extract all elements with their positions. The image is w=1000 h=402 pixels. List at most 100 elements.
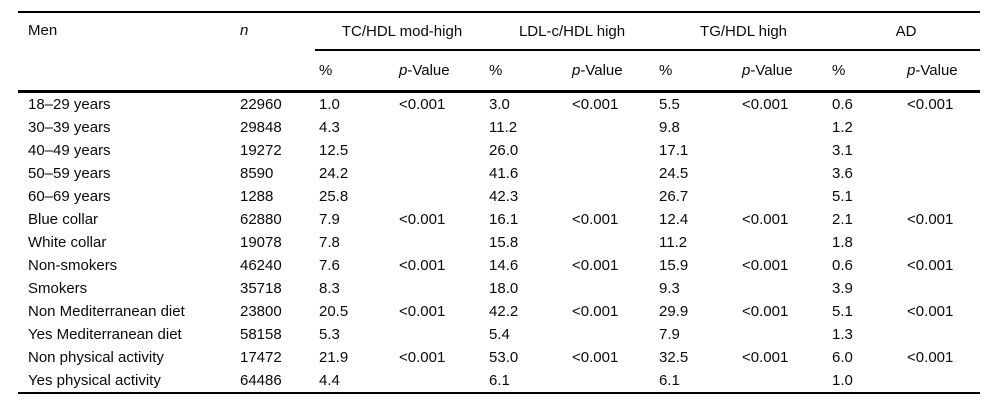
n-value: 62880 <box>240 211 282 228</box>
n-value: 17472 <box>240 349 282 366</box>
ldl-hdl-pct-value: 42.2 <box>489 303 519 320</box>
tg-hdl-pct-value: 5.5 <box>659 96 680 113</box>
ldl-hdl-p-value: <0.001 <box>572 211 619 228</box>
table-row: Yes Mediterranean diet 58158 5.3 5.4 7.9… <box>18 323 980 346</box>
ldl-hdl-p-value <box>568 323 655 346</box>
subheader-pct-tc: % <box>315 50 395 93</box>
tg-hdl-pct-value: 9.8 <box>659 119 680 136</box>
table-row: Blue collar 62880 7.9 <0.001 16.1 <0.001… <box>18 208 980 231</box>
n-value: 58158 <box>240 326 282 343</box>
group-header-ad: AD <box>828 11 981 51</box>
table-row: 40–49 years 19272 12.5 26.0 17.1 3.1 <box>18 139 980 162</box>
tc-hdl-pct-value: 1.0 <box>319 96 340 113</box>
p-rest: -Value <box>407 62 450 79</box>
tc-hdl-pct-value: 24.2 <box>319 165 349 182</box>
lipid-ratio-prevalence-table: Men n TC/HDL mod-high LDL-c/HDL high TG/… <box>18 11 981 394</box>
tg-hdl-pct-value: 26.7 <box>659 188 689 205</box>
tg-hdl-p-value <box>738 185 828 208</box>
ldl-hdl-p-value: <0.001 <box>572 257 619 274</box>
group-header-tc-hdl: TC/HDL mod-high <box>315 11 486 51</box>
ad-p-value: <0.001 <box>907 303 954 320</box>
ad-pct-value: 1.0 <box>828 369 904 394</box>
ldl-hdl-pct-value: 16.1 <box>489 211 519 228</box>
ldl-hdl-p-value <box>568 369 656 394</box>
subheader-pct-tg: % <box>655 50 739 93</box>
ad-p-value <box>903 277 980 300</box>
tc-hdl-p-value <box>395 277 485 300</box>
ad-p-value: <0.001 <box>907 96 954 113</box>
tg-hdl-p-value <box>738 139 828 162</box>
tc-hdl-p-value: <0.001 <box>399 257 446 274</box>
column-header-n: n <box>235 11 315 93</box>
subheader-pct-ldl: % <box>485 50 569 93</box>
n-value: 23800 <box>240 303 282 320</box>
tc-hdl-p-value <box>395 185 485 208</box>
tc-hdl-pct-value: 25.8 <box>319 188 349 205</box>
n-value: 64486 <box>235 369 315 394</box>
tg-hdl-p-value: <0.001 <box>742 96 789 113</box>
ldl-hdl-p-value <box>568 162 655 185</box>
ldl-hdl-p-value: <0.001 <box>572 303 619 320</box>
table-row: White collar 19078 7.8 15.8 11.2 1.8 <box>18 231 980 254</box>
row-label: Blue collar <box>28 211 99 228</box>
header-row-groups: Men n TC/HDL mod-high LDL-c/HDL high TG/… <box>18 11 981 93</box>
tg-hdl-p-value <box>738 231 828 254</box>
table-row: Non physical activity 17472 21.9 <0.001 … <box>18 346 980 369</box>
ldl-hdl-pct-value: 18.0 <box>489 280 519 297</box>
ad-pct-value: 5.1 <box>832 303 853 320</box>
ad-pct-value: 3.1 <box>832 142 853 159</box>
p-italic: p <box>742 62 751 79</box>
ldl-hdl-pct-value: 11.2 <box>489 119 518 136</box>
p-italic: p <box>907 62 916 79</box>
tg-hdl-pct-value: 11.2 <box>659 234 688 251</box>
tg-hdl-pct-value: 7.9 <box>659 326 680 343</box>
p-rest: -Value <box>915 62 958 79</box>
tc-hdl-p-value: <0.001 <box>399 303 446 320</box>
tc-hdl-pct-value: 4.3 <box>319 119 340 136</box>
ldl-hdl-pct-value: 41.6 <box>489 165 519 182</box>
tc-hdl-pct-value: 7.6 <box>319 257 340 274</box>
tg-hdl-pct-value: 29.9 <box>659 303 689 320</box>
tc-hdl-pct-value: 12.5 <box>319 142 349 159</box>
tg-hdl-p-value: <0.001 <box>742 211 789 228</box>
subheader-pvalue-ad: p-Value <box>903 50 981 93</box>
n-value: 19272 <box>240 142 282 159</box>
ad-p-value: <0.001 <box>907 257 954 274</box>
ldl-hdl-p-value <box>568 185 655 208</box>
row-label: Yes physical activity <box>18 369 235 394</box>
tc-hdl-p-value <box>395 369 486 394</box>
tg-hdl-p-value <box>738 116 828 139</box>
table-row: 50–59 years 8590 24.2 41.6 24.5 3.6 <box>18 162 980 185</box>
tc-hdl-pct-value: 20.5 <box>319 303 349 320</box>
row-label: 50–59 years <box>28 165 111 182</box>
header-row-subcolumns: % p-Value % p-Value % p-Value % p-Value <box>18 50 981 93</box>
tg-hdl-p-value: <0.001 <box>742 349 789 366</box>
tg-hdl-pct-value: 24.5 <box>659 165 689 182</box>
row-label: 18–29 years <box>28 96 111 113</box>
group-header-ldl-hdl: LDL-c/HDL high <box>485 11 656 51</box>
ad-pct-value: 2.1 <box>832 211 853 228</box>
n-value: 8590 <box>240 165 274 182</box>
row-label: Non-smokers <box>28 257 118 274</box>
row-label: 30–39 years <box>28 119 111 136</box>
ad-pct-value: 1.8 <box>832 234 853 251</box>
ad-p-value <box>903 231 980 254</box>
ldl-hdl-pct-value: 6.1 <box>485 369 569 394</box>
table-row: Non-smokers 46240 7.6 <0.001 14.6 <0.001… <box>18 254 980 277</box>
subheader-pvalue-ldl: p-Value <box>568 50 656 93</box>
ldl-hdl-pct-value: 3.0 <box>489 96 510 113</box>
tg-hdl-pct-value: 32.5 <box>659 349 689 366</box>
tc-hdl-p-value <box>395 139 485 162</box>
ldl-hdl-pct-value: 5.4 <box>489 326 510 343</box>
subheader-pvalue-tc: p-Value <box>395 50 486 93</box>
ldl-hdl-p-value <box>568 277 655 300</box>
ad-p-value <box>903 323 980 346</box>
ad-p-value <box>903 369 981 394</box>
tc-hdl-pct-value: 21.9 <box>319 349 349 366</box>
group-header-tg-hdl: TG/HDL high <box>655 11 829 51</box>
ldl-hdl-pct-value: 26.0 <box>489 142 519 159</box>
tg-hdl-p-value <box>738 277 828 300</box>
tc-hdl-p-value <box>395 323 485 346</box>
ad-pct-value: 0.6 <box>832 257 853 274</box>
